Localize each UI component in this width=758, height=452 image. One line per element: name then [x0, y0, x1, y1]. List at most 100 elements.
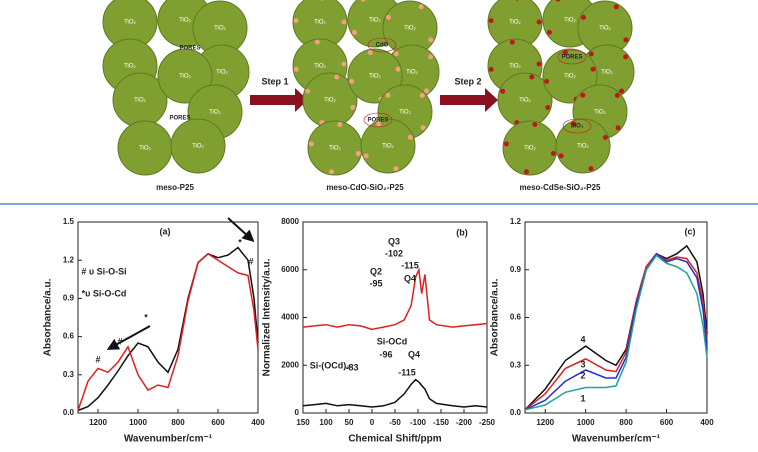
- nanoparticle: [555, 0, 561, 2]
- tio2-label: TiO₂: [509, 20, 521, 26]
- data-line: [302, 267, 488, 331]
- data-line: [524, 252, 708, 411]
- nanoparticle: [623, 37, 629, 43]
- tio2-label: TiO₂: [214, 26, 226, 32]
- nanoparticle: [558, 153, 564, 159]
- nanoparticle: [293, 66, 299, 72]
- y-tick-label: 0.9: [63, 294, 75, 303]
- y-tick-label: 0.6: [63, 332, 75, 341]
- nanoparticle: [588, 166, 594, 172]
- x-tick-label: -100: [410, 418, 427, 427]
- y-tick-label: 8000: [281, 217, 299, 226]
- inner-label: SiO₂: [570, 124, 583, 130]
- nanoparticle: [428, 37, 434, 43]
- nanoparticle: [385, 92, 391, 98]
- nanoparticle: [529, 74, 535, 80]
- x-axis-title: Wavenumber/cm⁻¹: [124, 434, 213, 445]
- nanoparticle: [536, 61, 542, 67]
- arrow: [227, 217, 255, 243]
- nanoparticle: [550, 151, 556, 157]
- x-tick-label: 50: [345, 418, 354, 427]
- annotation: # υ Si-O-Si: [81, 266, 126, 276]
- x-tick-label: 0: [370, 418, 375, 427]
- y-tick-label: 0.9: [510, 265, 522, 274]
- nanoparticle: [360, 0, 366, 2]
- caption: meso-CdSe-SiO₂-P25: [520, 183, 601, 192]
- nanoparticle: [509, 39, 515, 45]
- nanoparticle: [532, 121, 538, 127]
- annotation: Si-(OCd)₂: [310, 360, 351, 370]
- annotation: (a): [160, 226, 171, 236]
- nanoparticle: [500, 88, 506, 94]
- nanoparticle: [420, 125, 426, 131]
- tio2-label: TiO₂: [179, 74, 191, 80]
- y-axis-title: Absorbance/a.u.: [490, 278, 501, 356]
- y-tick-label: 1.5: [63, 217, 75, 226]
- tio2-label: TiO₂: [369, 74, 381, 80]
- data-line: [524, 254, 708, 411]
- x-tick-label: 800: [171, 418, 185, 427]
- nanoparticle: [419, 92, 425, 98]
- tio2-label: TiO₂: [564, 74, 576, 80]
- annotation: *: [144, 312, 148, 322]
- nanoparticle: [329, 169, 335, 175]
- nanoparticle: [337, 121, 343, 127]
- annotation: 3: [580, 359, 585, 369]
- tio2-label: TiO₂: [599, 26, 611, 32]
- tio2-label: TiO₂: [399, 110, 411, 116]
- nanoparticle: [488, 66, 494, 72]
- tio2-label: TiO₂: [192, 144, 204, 150]
- annotation: (b): [456, 227, 468, 237]
- nanoparticle: [613, 4, 619, 10]
- nanoparticle: [602, 134, 608, 140]
- y-tick-label: 2000: [281, 360, 299, 369]
- x-tick-label: -250: [479, 418, 496, 427]
- tio2-label: TiO₂: [329, 146, 341, 152]
- nanoparticle: [351, 29, 357, 35]
- data-line: [77, 246, 259, 412]
- step-arrow: [440, 88, 498, 112]
- annotation: #: [117, 336, 122, 346]
- inner-label: PORES: [169, 116, 190, 122]
- annotation: Q4: [408, 349, 420, 359]
- nanoparticle: [367, 49, 373, 55]
- x-tick-label: 600: [211, 418, 225, 427]
- caption: meso-P25: [156, 183, 194, 192]
- nanoparticle: [546, 29, 552, 35]
- x-tick-label: 600: [660, 418, 674, 427]
- x-tick-label: 400: [251, 418, 265, 427]
- annotation: 2: [580, 370, 585, 380]
- step-arrow: [250, 88, 308, 112]
- tio2-label: TiO₂: [564, 18, 576, 24]
- annotation: -95: [369, 278, 382, 288]
- nanoparticle: [305, 88, 311, 94]
- caption: meso-CdO-SiO₂-P25: [326, 183, 404, 192]
- annotation: Q3: [388, 236, 400, 246]
- nanoparticle: [293, 18, 299, 24]
- x-tick-label: 1000: [129, 418, 147, 427]
- nanoparticle: [619, 88, 625, 94]
- x-tick-label: 1000: [577, 418, 595, 427]
- x-tick-label: 150: [296, 418, 310, 427]
- y-tick-label: 4000: [281, 313, 299, 322]
- x-tick-label: 100: [319, 418, 333, 427]
- tio2-label: TiO₂: [134, 98, 146, 104]
- y-tick-label: 6000: [281, 265, 299, 274]
- nanoparticle: [515, 0, 519, 1]
- nanoparticle: [614, 92, 620, 98]
- nanoparticle: [580, 92, 586, 98]
- tio2-particle: [170, 118, 226, 174]
- tio2-label: TiO₂: [406, 70, 418, 76]
- plot-frame: [77, 221, 259, 414]
- annotation: #: [248, 256, 253, 266]
- nanoparticle: [341, 19, 347, 25]
- nanoparticle: [341, 61, 347, 67]
- nanoparticle: [395, 66, 401, 72]
- tio2-label: TiO₂: [314, 64, 326, 70]
- annotation: Q4: [404, 273, 416, 283]
- x-tick-label: 400: [700, 418, 714, 427]
- x-axis-title: Wavenumber/cm⁻¹: [572, 434, 661, 445]
- data-line: [77, 252, 259, 411]
- nanoparticle: [536, 19, 542, 25]
- y-axis-title: Absorbance/a.u.: [43, 278, 54, 356]
